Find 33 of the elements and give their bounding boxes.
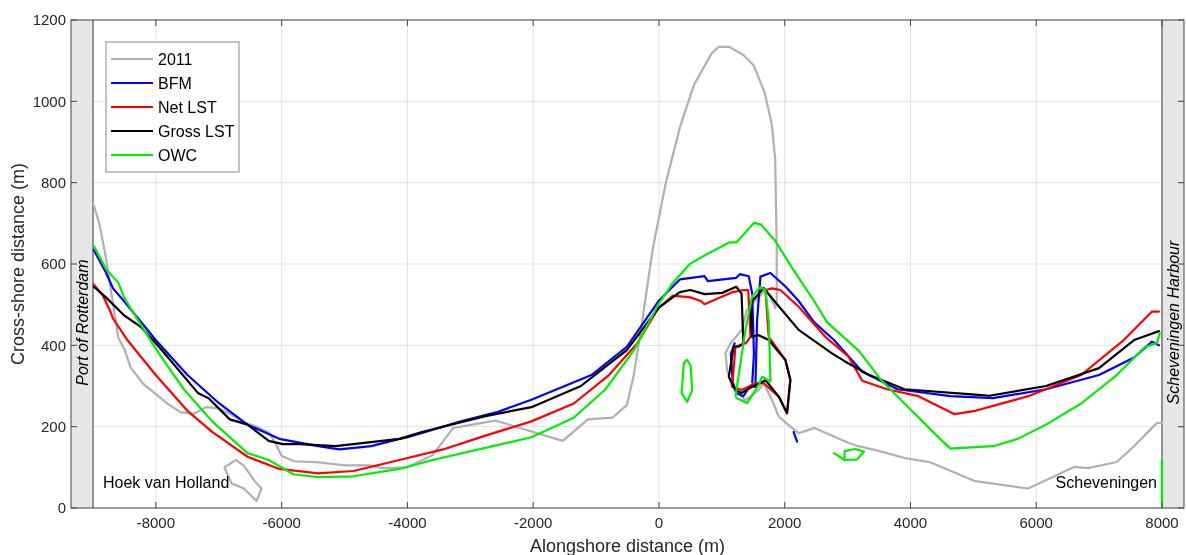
- annotation: Hoek van Holland: [103, 474, 230, 491]
- y-tick-label: 1000: [32, 92, 66, 110]
- x-tick-label: -8000: [136, 514, 176, 531]
- line-series: [832, 447, 866, 462]
- band-label: Port of Rotterdam: [73, 259, 91, 386]
- legend-label: OWC: [158, 146, 198, 164]
- y-axis-title: Cross-shore distance (m): [8, 162, 28, 366]
- legend-label: BFM: [158, 74, 192, 92]
- x-tick-label: 4000: [893, 514, 928, 531]
- x-tick-label: 6000: [1019, 514, 1053, 531]
- y-tick-label: 800: [40, 173, 66, 191]
- y-tick-label: 1200: [32, 11, 66, 29]
- y-tick-label: 0: [57, 499, 66, 517]
- line-series: [734, 285, 772, 405]
- band-label: Scheveningen Harbour: [1164, 240, 1182, 405]
- y-tick-label: 400: [40, 336, 66, 354]
- line-series: [92, 285, 1161, 448]
- line-series: [91, 45, 1164, 490]
- legend-label: Net LST: [158, 98, 217, 116]
- x-tick-label: -6000: [262, 514, 301, 531]
- annotation: Scheveningen: [1055, 474, 1157, 491]
- line-series: [680, 358, 694, 403]
- x-axis-title: Alongshore distance (m): [529, 536, 726, 555]
- x-tick-label: 8000: [1145, 514, 1179, 531]
- x-tick-label: -2000: [513, 514, 553, 531]
- x-tick-label: -4000: [388, 514, 427, 531]
- y-tick-label: 200: [40, 417, 66, 435]
- line-series: [92, 283, 1161, 475]
- legend-label: 2011: [158, 50, 193, 68]
- y-tick-label: 600: [40, 255, 66, 273]
- x-tick-label: 2000: [768, 514, 802, 531]
- x-tick-label: 0: [654, 514, 664, 531]
- legend-label: Gross LST: [158, 122, 235, 140]
